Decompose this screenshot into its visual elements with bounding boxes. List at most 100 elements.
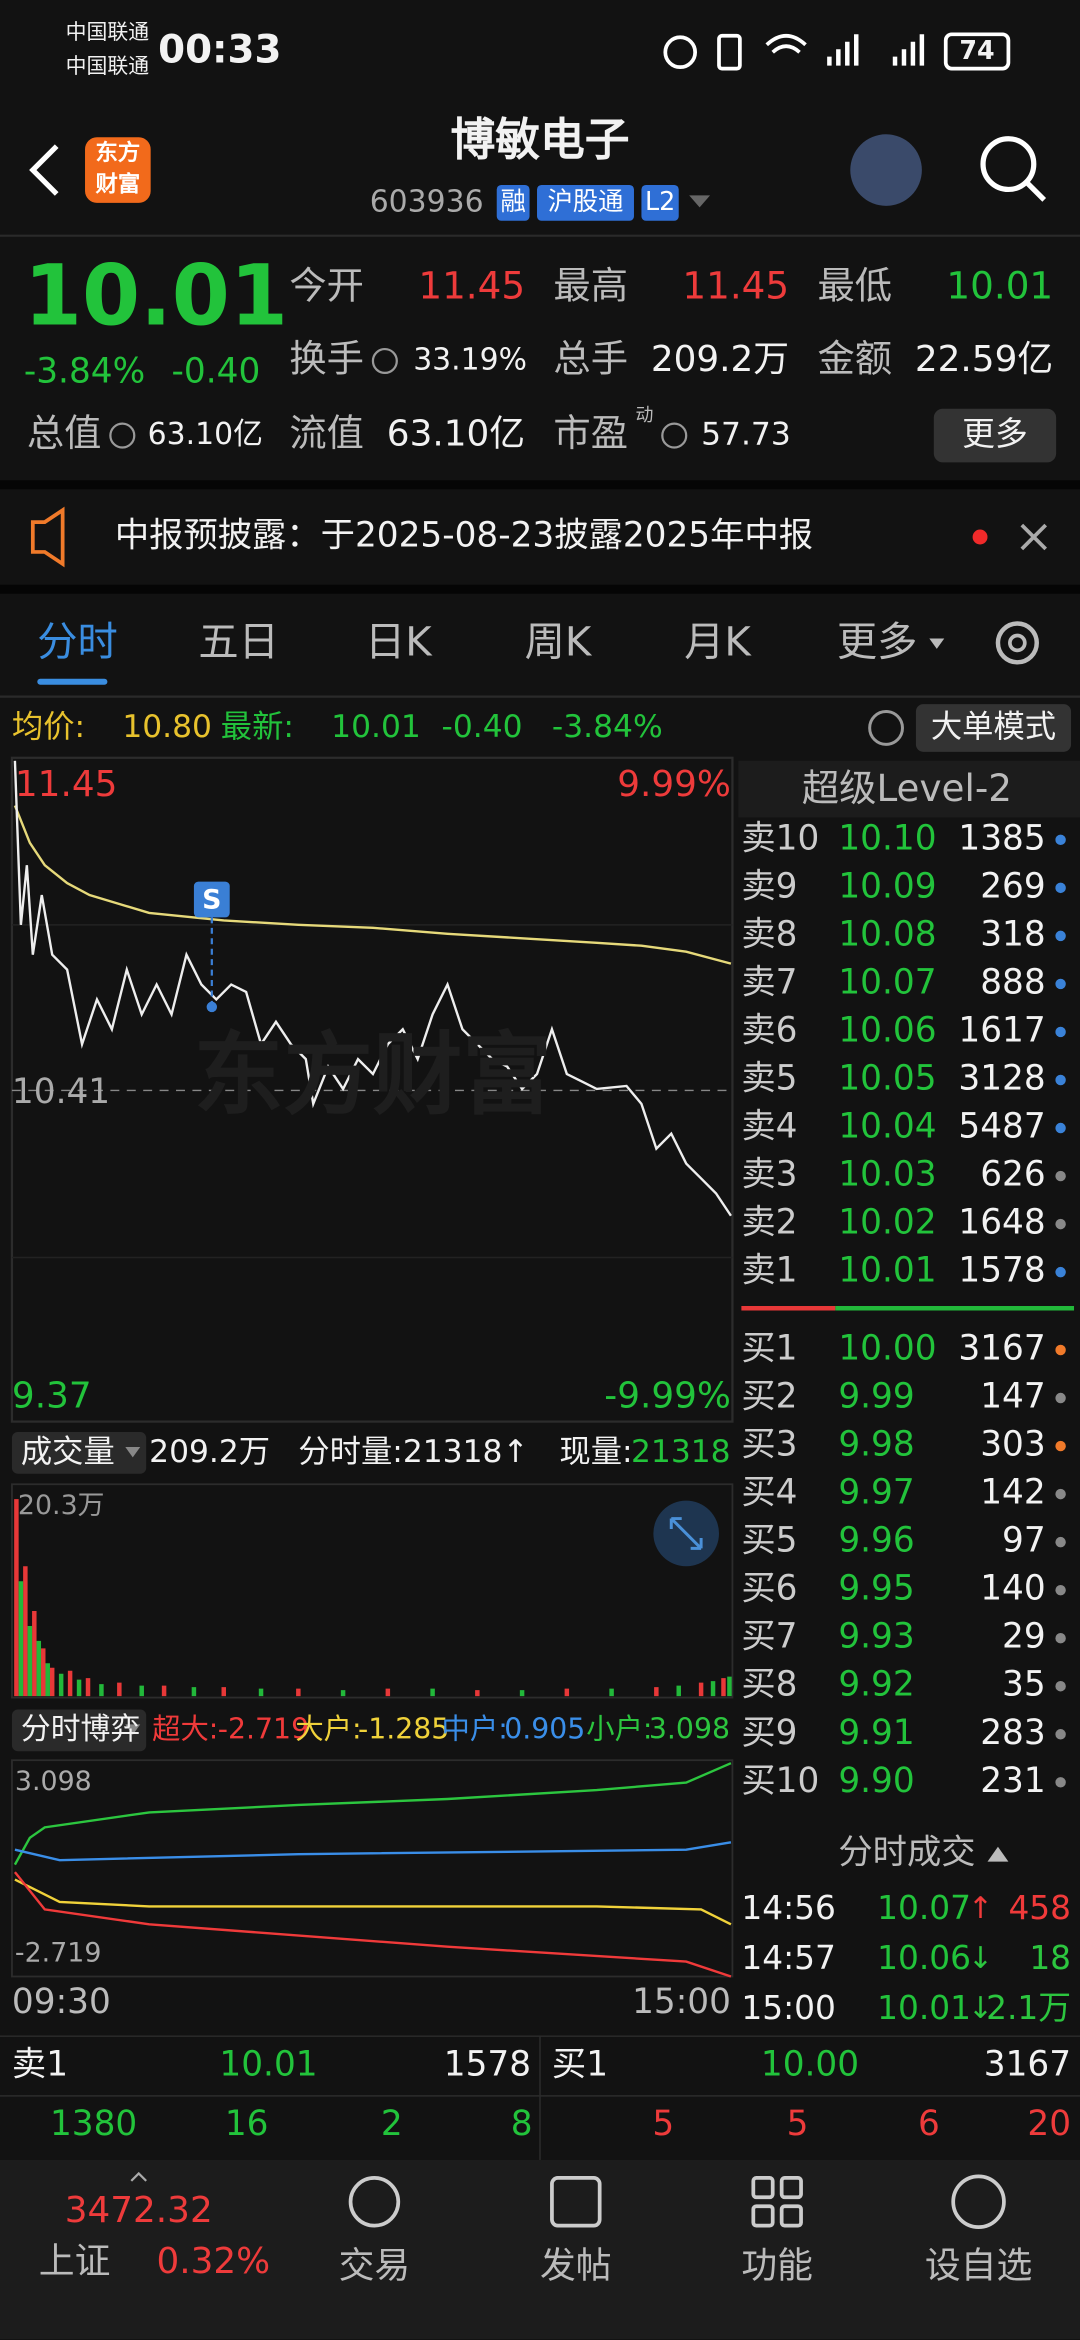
bid-count: 5 [652, 2104, 674, 2144]
function-icon[interactable] [751, 2176, 803, 2228]
close-button[interactable] [1020, 523, 1048, 551]
trade-time: 14:57 [741, 1939, 836, 1977]
stat-label: 市盈 [553, 411, 628, 455]
settings-button[interactable] [995, 621, 1039, 665]
wifi-icon [765, 33, 807, 54]
nav-arrow [130, 2171, 147, 2182]
notice-text[interactable]: 中报预披露：于2025-08-23披露2025年中报 [115, 516, 813, 556]
tab[interactable]: 五日 [198, 619, 279, 665]
info-icon[interactable] [109, 422, 136, 449]
tab[interactable]: 更多 [837, 619, 918, 665]
book-dot [1055, 1536, 1066, 1548]
flow-selector[interactable]: 分时博弈 [21, 1712, 140, 1747]
flow-small [13, 1762, 732, 1866]
search-button[interactable] [980, 136, 1037, 193]
stat-label: 换手 [289, 336, 364, 380]
trade-price: 10.01 [877, 1989, 971, 2027]
assistant-avatar[interactable] [850, 134, 922, 206]
ask-count: 8 [511, 2104, 533, 2144]
latest-price: 10.01 [331, 709, 421, 745]
clock: 00:33 [158, 28, 281, 73]
bid-volume: 3167 [984, 2045, 1071, 2085]
volume-axis-max: 20.3万 [18, 1490, 105, 1521]
trade-direction: ↓ [968, 1991, 993, 2026]
tab[interactable]: 分时 [37, 619, 118, 665]
book-volume: 35 [1002, 1665, 1046, 1705]
stat-label: 流值 [289, 411, 364, 455]
status-icons [663, 32, 1011, 71]
trade-icon[interactable] [348, 2176, 401, 2228]
more-button[interactable] [933, 408, 1057, 463]
nav-item[interactable]: 设自选 [925, 2245, 1032, 2286]
more-label[interactable]: 更多 [962, 415, 1028, 453]
volume-period: 分时量:21318↑ [298, 1434, 528, 1470]
flow-value: 3.098 [649, 1712, 730, 1745]
latest-label: 最新: [221, 709, 294, 745]
axis-high-percent: 9.99% [617, 764, 731, 805]
book-level: 买8 [741, 1665, 797, 1705]
selector-bg[interactable] [11, 1709, 147, 1752]
book-price: 10.05 [838, 1058, 936, 1098]
book-volume: 5487 [958, 1107, 1045, 1147]
book-volume: 3128 [958, 1058, 1045, 1098]
trade-direction: ↑ [968, 1891, 993, 1926]
nav-item[interactable]: 功能 [741, 2245, 813, 2286]
book-price: 10.07 [838, 962, 936, 1002]
book-price: 9.90 [838, 1761, 914, 1801]
flow-label: 小户: [586, 1712, 652, 1745]
dropdown-arrow[interactable] [689, 195, 711, 208]
stock-code: 603936 [370, 184, 484, 219]
book-volume: 269 [980, 866, 1045, 906]
grid-cell [751, 2176, 775, 2200]
book-level: 买3 [741, 1425, 797, 1465]
book-volume: 147 [980, 1377, 1045, 1417]
trades-title[interactable]: 分时成交 [838, 1833, 975, 1873]
back-button[interactable] [29, 144, 59, 196]
book-level: 买10 [741, 1761, 819, 1801]
ask-volume: 1578 [444, 2045, 531, 2085]
content: 中国联通中国联通 00:33 74东方财富博敏电子603936 融沪股通 L210.01… [0, 20, 1080, 2340]
axis-high: 11.45 [15, 764, 117, 805]
book-level: 卖3 [741, 1155, 797, 1195]
mode-label[interactable]: 大单模式 [931, 709, 1056, 745]
book-dot [1055, 978, 1066, 990]
mode-button[interactable] [915, 704, 1072, 752]
watchlist-icon[interactable] [951, 2174, 1006, 2229]
ask-count: 1380 [50, 2104, 137, 2144]
flow-value: 0.905 [504, 1712, 585, 1745]
ask-price: 10.01 [219, 2045, 317, 2085]
index-change[interactable]: 0.32% [156, 2241, 270, 2282]
stat-value: 63.10亿 [148, 417, 263, 452]
collapse-arrow[interactable] [987, 1846, 1009, 1862]
nav-bar [0, 2159, 1080, 2340]
post-icon[interactable] [550, 2176, 602, 2228]
book-level: 买5 [741, 1521, 797, 1561]
volume-selector[interactable]: 成交量 [21, 1434, 115, 1470]
nav-item[interactable]: 发帖 [540, 2245, 612, 2286]
help-icon[interactable] [868, 710, 904, 746]
info-icon[interactable] [371, 347, 398, 375]
selector-bg[interactable] [11, 1432, 147, 1474]
tab[interactable]: 日K [365, 619, 433, 665]
book-level: 买7 [741, 1617, 797, 1657]
event-marker-label[interactable]: S [202, 884, 221, 915]
speaker-icon [30, 506, 65, 568]
index-value[interactable]: 3472.32 [65, 2190, 213, 2231]
tab[interactable]: 周K [525, 619, 593, 665]
latest-change-percent: -3.84% [552, 709, 663, 745]
grid-cell [779, 2176, 803, 2200]
flow-axis-min: -2.719 [15, 1938, 102, 1969]
info-icon[interactable] [661, 422, 688, 449]
event-marker[interactable] [193, 881, 230, 918]
trade-volume: 18 [1029, 1939, 1071, 1977]
stat-label: 总值 [27, 411, 102, 455]
book-dot [1055, 930, 1066, 942]
book-volume: 318 [980, 914, 1045, 954]
nav-item[interactable]: 交易 [339, 2245, 411, 2286]
book-level: 卖10 [741, 818, 819, 858]
badge: L2 [645, 186, 675, 216]
tab[interactable]: 月K [684, 619, 752, 665]
index-name[interactable]: 上证 [39, 2241, 111, 2282]
